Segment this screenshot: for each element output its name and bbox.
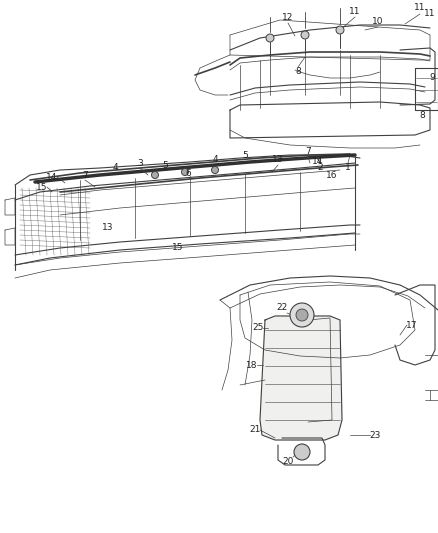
Circle shape: [336, 26, 344, 34]
Circle shape: [181, 168, 188, 175]
Text: 14: 14: [312, 157, 324, 166]
Text: 2: 2: [317, 164, 323, 173]
Text: 8: 8: [295, 68, 301, 77]
Text: 23: 23: [369, 431, 381, 440]
Text: 17: 17: [406, 320, 418, 329]
Circle shape: [290, 303, 314, 327]
Text: 11: 11: [424, 9, 436, 18]
Circle shape: [266, 34, 274, 42]
Text: 4: 4: [112, 164, 118, 173]
Polygon shape: [260, 316, 342, 440]
Text: 11: 11: [414, 4, 426, 12]
Text: 7: 7: [305, 148, 311, 157]
Circle shape: [296, 309, 308, 321]
Circle shape: [152, 172, 159, 179]
Text: 13: 13: [272, 156, 284, 165]
Text: 5: 5: [242, 150, 248, 159]
Text: 18: 18: [246, 360, 258, 369]
Text: 16: 16: [326, 171, 338, 180]
Text: 3: 3: [137, 158, 143, 167]
Text: 21: 21: [249, 425, 261, 434]
Text: 10: 10: [372, 18, 384, 27]
Text: 14: 14: [46, 173, 58, 182]
Text: 9: 9: [429, 74, 435, 83]
Text: 5: 5: [162, 160, 168, 169]
Text: 13: 13: [102, 223, 114, 232]
Text: 20: 20: [283, 457, 294, 466]
Text: 11: 11: [349, 7, 361, 17]
Circle shape: [301, 31, 309, 39]
Text: 22: 22: [276, 303, 288, 312]
Text: 15: 15: [36, 182, 48, 191]
Text: 1: 1: [345, 164, 351, 173]
Circle shape: [294, 444, 310, 460]
Text: 7: 7: [82, 171, 88, 180]
Text: 12: 12: [283, 12, 294, 21]
Text: 4: 4: [212, 156, 218, 165]
Text: 8: 8: [419, 110, 425, 119]
Text: 15: 15: [172, 243, 184, 252]
Circle shape: [212, 166, 219, 174]
Text: 25: 25: [252, 324, 264, 333]
Text: 6: 6: [185, 168, 191, 177]
